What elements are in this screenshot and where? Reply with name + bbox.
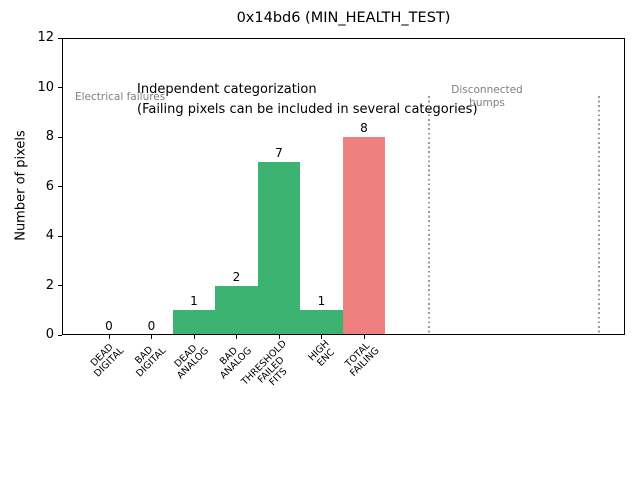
x-tick-threshold-failed-fits	[278, 335, 280, 339]
disconnected-bumps-label-line1: Disconnected	[451, 84, 523, 96]
disconnected-bumps-label: Disconnected bumps	[417, 84, 557, 110]
bar-high-enc	[300, 310, 343, 335]
y-tick-4	[58, 235, 62, 237]
bar-value-label-threshold-failed-fits: 7	[275, 145, 283, 160]
bar-bad-analog	[215, 285, 258, 335]
y-tick-8	[58, 136, 62, 138]
y-tick-label-6: 6	[45, 178, 54, 194]
y-tick-12	[58, 37, 62, 39]
plot-area: 0 0 1 2 7 1 8 Independent categorization (Fail…	[62, 38, 625, 335]
y-tick-label-4: 4	[45, 228, 54, 243]
y-tick-0	[58, 334, 62, 336]
annotation-note-line2: (Failing pixels can be included in sever…	[137, 102, 478, 117]
x-tick-label-bad-digital: BAD DIGITAL	[128, 339, 168, 379]
y-tick-label-10: 10	[37, 79, 54, 95]
x-tick-dead-digital	[108, 335, 110, 339]
x-tick-label-dead-analog: DEAD ANALOG	[169, 339, 212, 382]
disconnected-bumps-label-line2: bumps	[469, 97, 505, 109]
y-tick-6	[58, 186, 62, 187]
y-tick-label-2: 2	[45, 277, 54, 293]
y-tick-label-12: 12	[37, 30, 54, 45]
y-tick-label-0: 0	[45, 327, 54, 342]
x-tick-bad-analog	[236, 335, 237, 339]
x-tick-total-failing	[363, 335, 365, 339]
electrical-failures-label: Electrical failures	[75, 91, 166, 103]
bar-value-label-total-failing: 8	[360, 121, 368, 135]
x-tick-label-dead-digital: DEAD DIGITAL	[86, 339, 127, 380]
bar-value-label-dead-digital: 0	[105, 319, 113, 333]
y-tick-2	[58, 285, 62, 286]
y-tick-10	[58, 87, 62, 88]
bar-total-failing	[342, 137, 386, 335]
x-tick-label-total-failing: TOTAL FAILING	[341, 339, 381, 379]
disconnected-region-separator-right	[598, 96, 600, 335]
bar-value-label-bad-analog: 2	[232, 269, 241, 284]
y-tick-label-8: 8	[45, 129, 54, 144]
x-tick-bad-digital	[151, 335, 152, 339]
bar-value-label-dead-analog: 1	[190, 294, 198, 309]
bar-dead-analog	[172, 310, 216, 335]
bar-value-label-high-enc: 1	[317, 294, 326, 309]
x-tick-high-enc	[321, 335, 322, 339]
annotation-note-line1: Independent categorization	[137, 82, 317, 97]
chart-title: 0x14bd6 (MIN_HEALTH_TEST)	[236, 10, 451, 26]
bar-threshold-failed-fits	[257, 161, 301, 335]
x-tick-dead-analog	[193, 335, 195, 339]
bar-value-label-bad-digital: 0	[147, 319, 156, 333]
x-tick-label-high-enc: HIGH ENC	[307, 338, 338, 370]
disconnected-region-separator-left	[428, 96, 430, 335]
